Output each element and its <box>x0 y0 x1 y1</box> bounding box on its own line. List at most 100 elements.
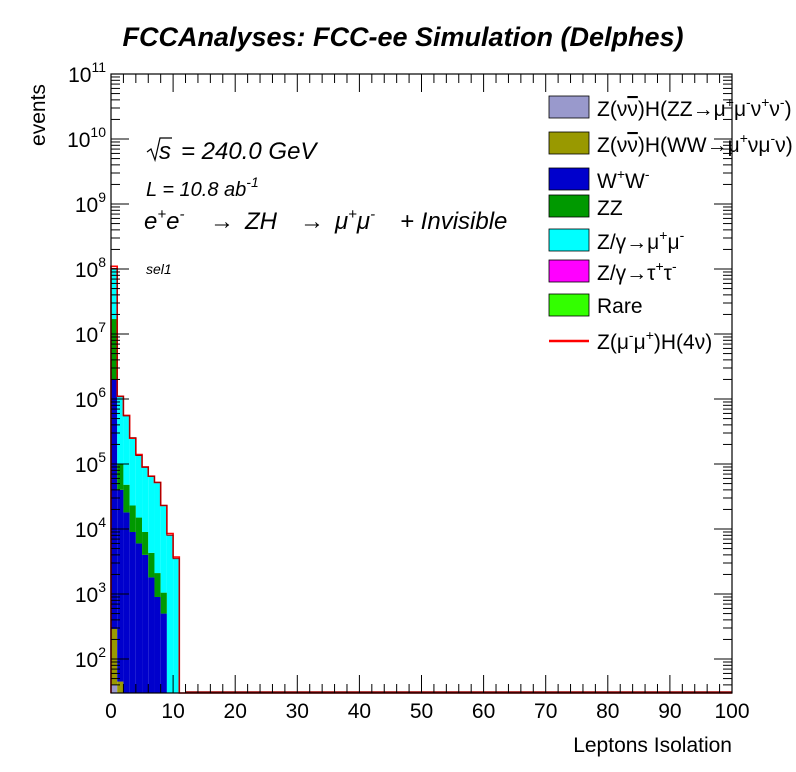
process-annotation: e+e- → ZH → μ+μ- + Invisible <box>144 206 507 235</box>
histogram-bars <box>111 268 180 693</box>
bar-2-2 <box>123 512 130 693</box>
x-tick-label: 30 <box>286 700 309 723</box>
legend-swatch <box>548 167 590 191</box>
y-tick-label: 1010 <box>67 124 106 152</box>
x-tick-label: 60 <box>472 700 495 723</box>
bar-4-1 <box>117 396 124 464</box>
legend-swatch <box>548 194 590 218</box>
legend-entry-signal: Z(μ-μ+)H(4ν) <box>549 327 712 354</box>
annotations: s = 240.0 GeV L = 10.8 ab-1 e+e- → ZH → … <box>144 137 507 277</box>
bar-2-8 <box>160 613 167 693</box>
bar-3-1 <box>117 463 124 490</box>
legend-label: Z(νν)H(WW→μ+νμ-ν) <box>597 130 793 157</box>
legend-label: Z/γ→τ+τ- <box>597 258 677 285</box>
y-tick-labels: 102 103 104 105 106 107 108 109 1010 1011 <box>67 59 106 672</box>
bar-1-1 <box>117 681 124 693</box>
bar-3-4 <box>135 517 143 544</box>
legend-swatch <box>548 131 590 155</box>
y-tick-label: 1011 <box>68 59 106 87</box>
process-mumu: μ+μ- <box>334 206 375 235</box>
bar-2-0 <box>111 379 118 629</box>
bar-4-0 <box>111 268 118 320</box>
x-tick-label: 10 <box>161 700 184 723</box>
bar-4-10 <box>173 558 180 693</box>
legend-label: W+W- <box>597 166 650 193</box>
bar-4-2 <box>123 415 130 485</box>
process-zh: ZH <box>244 208 278 235</box>
legend-entry-ztautau: Z/γ→τ+τ- <box>548 258 677 285</box>
legend-entry-rare: Rare <box>548 293 643 318</box>
legend-entry-zmumu: Z/γ→μ+μ- <box>548 227 685 254</box>
bar-2-5 <box>142 554 149 693</box>
bar-3-2 <box>123 484 130 513</box>
stack-outline <box>111 267 186 694</box>
bar-4-5 <box>142 467 149 532</box>
legend-label: Rare <box>597 295 643 318</box>
y-tick-label: 108 <box>75 254 106 282</box>
bar-3-5 <box>142 531 149 555</box>
legend: Z(νν)H(ZZ→μ+μ-ν+ν-) Z(νν)H(WW→μ+νμ-ν) W+… <box>548 94 793 354</box>
legend-entry-ww: W+W- <box>548 166 650 193</box>
bar-0-0 <box>111 684 118 693</box>
bar-4-3 <box>129 437 136 506</box>
sqrt-s-var: s <box>159 138 171 165</box>
sqrt-symbol <box>146 137 172 163</box>
bar-1-0 <box>111 628 118 685</box>
legend-entry-zh-ww: Z(νν)H(WW→μ+νμ-ν) <box>548 130 793 157</box>
bar-4-9 <box>166 535 174 693</box>
plot-frame <box>110 73 733 694</box>
x-axis-label: Leptons Isolation <box>573 734 732 757</box>
bar-4-6 <box>148 476 155 553</box>
y-tick-label: 102 <box>75 644 106 672</box>
process-invisible: + Invisible <box>400 208 507 235</box>
x-tick-labels: 0 10 20 30 40 50 60 70 80 90 100 <box>105 700 749 723</box>
x-tick-label: 50 <box>410 700 433 723</box>
y-tick-label: 106 <box>75 384 106 412</box>
legend-label: Z(μ-μ+)H(4ν) <box>597 327 712 354</box>
bar-2-6 <box>148 577 155 693</box>
y-tick-label: 103 <box>75 579 106 607</box>
legend-label: Z/γ→μ+μ- <box>597 227 685 254</box>
x-tick-label: 100 <box>714 700 749 723</box>
x-tick-label: 20 <box>224 700 247 723</box>
lumi-annotation: L = 10.8 ab-1 <box>146 174 259 201</box>
y-axis-label: events <box>27 84 50 146</box>
bar-3-7 <box>154 573 161 597</box>
y-tick-label: 105 <box>75 449 106 477</box>
legend-swatch <box>548 293 590 317</box>
legend-swatch <box>548 259 590 283</box>
sqrt-s-annotation: s = 240.0 GeV <box>146 137 318 165</box>
legend-swatch <box>548 95 590 119</box>
x-tick-label: 70 <box>534 700 557 723</box>
y-tick-label: 107 <box>75 319 106 347</box>
y-tick-label: 109 <box>75 189 106 217</box>
bar-2-4 <box>135 543 143 693</box>
bar-4-8 <box>160 505 167 593</box>
bar-4-7 <box>154 482 161 574</box>
selection-annotation: sel1 <box>146 261 172 277</box>
bar-2-3 <box>129 531 136 693</box>
axis-ticks <box>110 73 733 694</box>
process-ee: e+e- <box>144 206 184 235</box>
legend-swatch <box>548 228 590 252</box>
bar-3-6 <box>148 552 155 578</box>
bar-3-0 <box>111 319 118 380</box>
process-arrow-2: → <box>300 208 324 235</box>
legend-entry-zh-zz: Z(νν)H(ZZ→μ+μ-ν+ν-) <box>548 94 792 121</box>
bar-2-7 <box>154 596 161 693</box>
process-arrow-1: → <box>210 208 234 235</box>
chart-title: FCCAnalyses: FCC-ee Simulation (Delphes) <box>122 22 683 52</box>
x-tick-label: 80 <box>596 700 619 723</box>
bar-4-4 <box>135 455 143 518</box>
bar-3-8 <box>160 592 167 614</box>
legend-label: ZZ <box>597 197 623 220</box>
bar-3-3 <box>129 505 136 532</box>
bar-2-1 <box>117 489 124 682</box>
y-tick-label: 104 <box>75 514 106 542</box>
legend-label: Z(νν)H(ZZ→μ+μ-ν+ν-) <box>597 94 792 121</box>
x-tick-label: 0 <box>105 700 117 723</box>
x-tick-label: 90 <box>658 700 681 723</box>
legend-entry-zz: ZZ <box>548 194 623 220</box>
x-tick-label: 40 <box>348 700 371 723</box>
